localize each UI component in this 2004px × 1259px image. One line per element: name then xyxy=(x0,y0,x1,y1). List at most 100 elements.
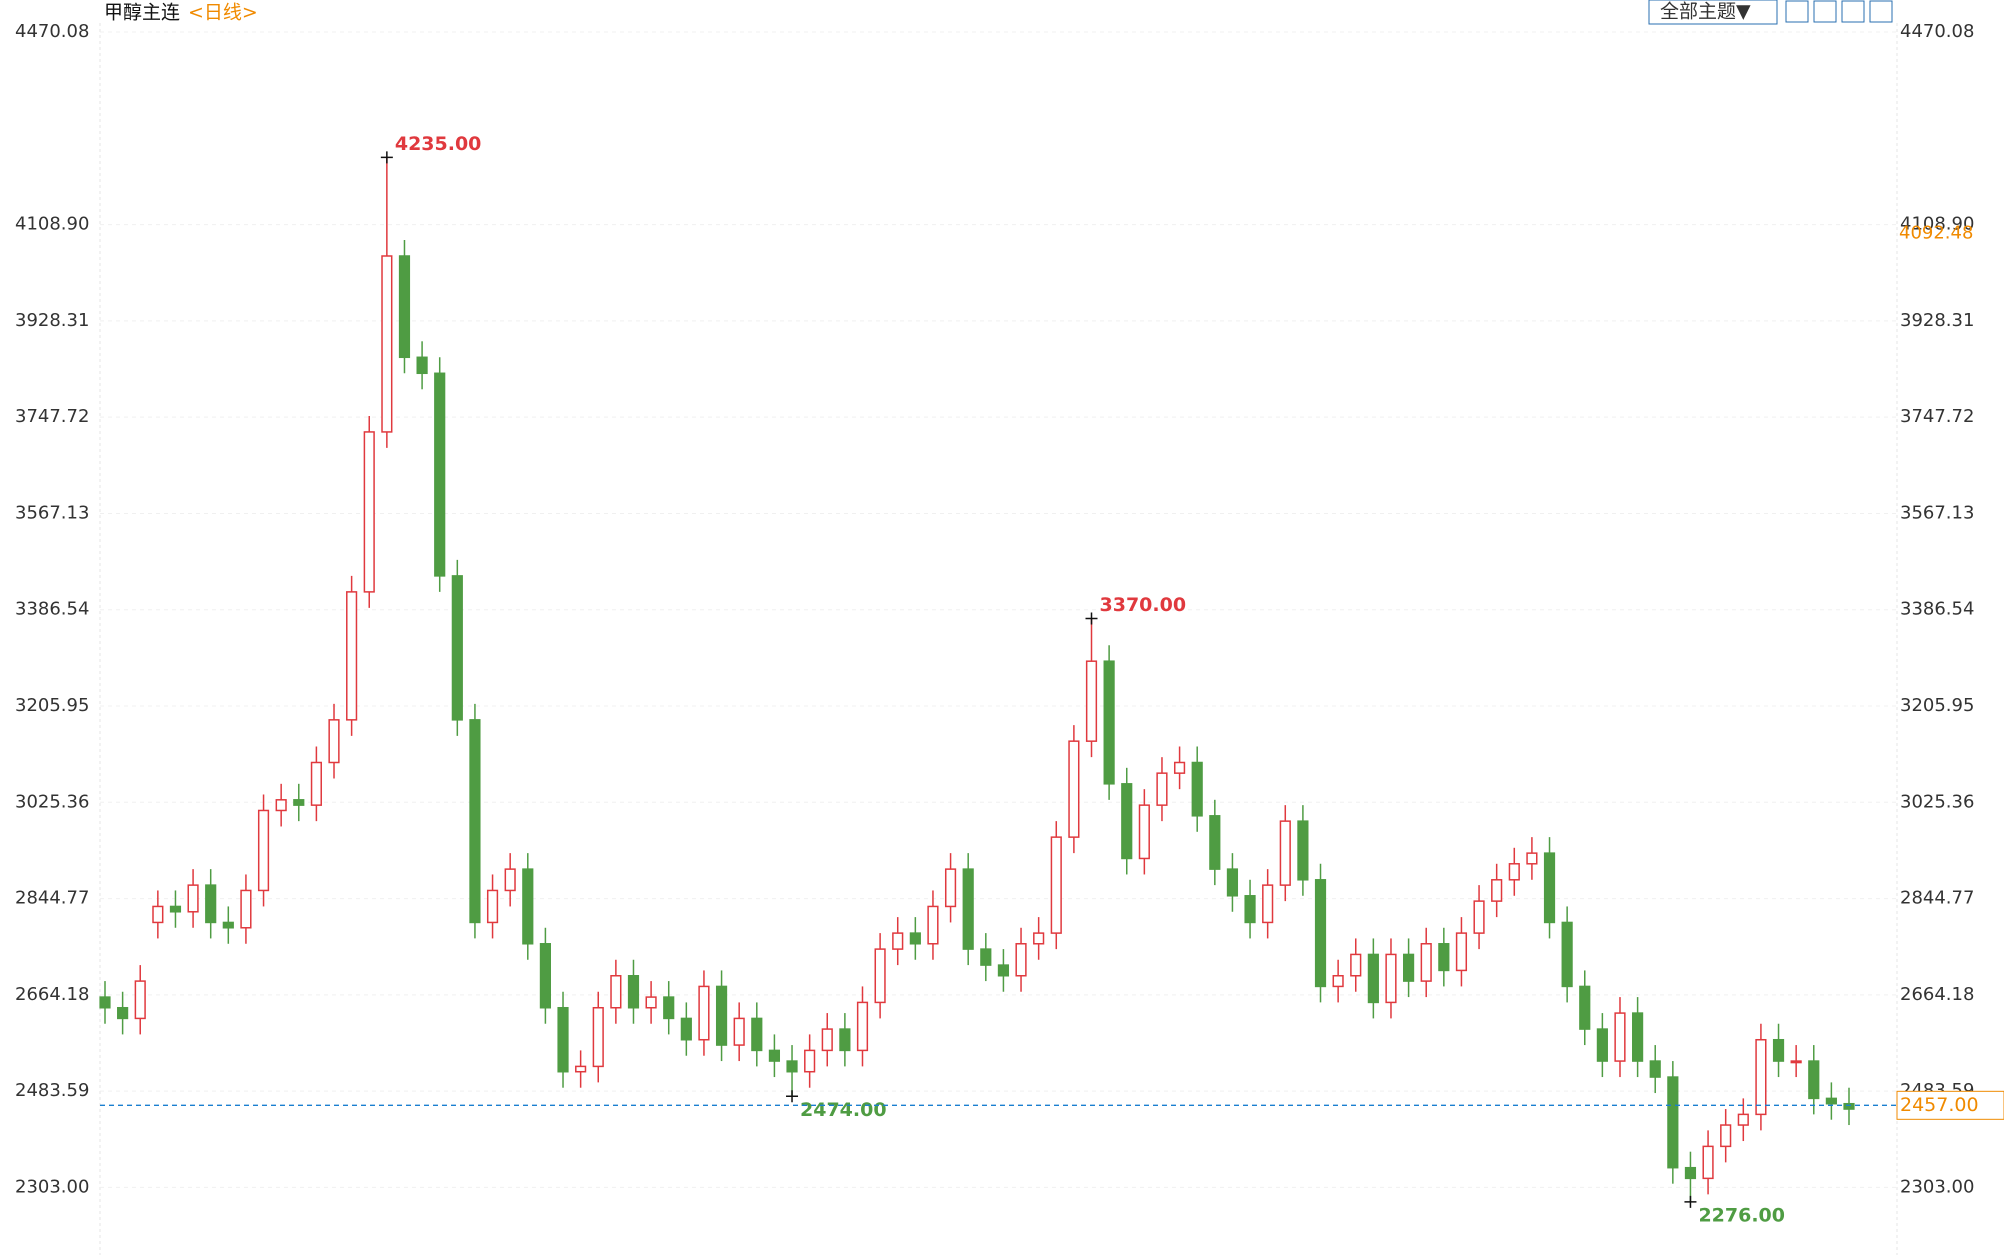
candle-body xyxy=(1068,740,1080,838)
candle-body xyxy=(909,932,921,945)
y2-tick-label: 2844.77 xyxy=(1900,888,1974,909)
extreme-marker xyxy=(1085,612,1098,625)
candle-body xyxy=(610,975,622,1009)
extreme-label: 2474.00 xyxy=(800,1099,887,1121)
y2-tick-label: 3205.95 xyxy=(1900,695,1974,716)
candle-body xyxy=(1279,820,1291,886)
candle-body xyxy=(627,975,640,1009)
candle-body xyxy=(575,1065,587,1073)
candle-body xyxy=(1755,1038,1767,1116)
candle-body xyxy=(1262,884,1274,924)
y-tick-label: 3205.95 xyxy=(15,695,89,716)
candle-body xyxy=(927,905,939,945)
candle-body xyxy=(293,799,305,806)
candle-body xyxy=(786,1060,798,1073)
candle-body xyxy=(363,431,375,593)
candle-body xyxy=(1420,943,1432,982)
candle-body xyxy=(1385,953,1397,1004)
extreme-label: 4235.00 xyxy=(395,133,482,155)
candle-body xyxy=(1632,1012,1644,1062)
y2-tick-label: 3386.54 xyxy=(1900,599,1974,620)
candle-body xyxy=(1579,985,1591,1030)
candle-body xyxy=(1596,1028,1608,1062)
candle-body xyxy=(99,996,111,1009)
candle-body xyxy=(962,868,974,950)
candle-body xyxy=(398,255,411,359)
extreme-marker xyxy=(1684,1195,1697,1208)
candle-body xyxy=(240,889,252,929)
candle-body xyxy=(1332,975,1344,988)
extreme-marker xyxy=(380,151,393,164)
candle-body xyxy=(1226,868,1239,897)
tool-button[interactable] xyxy=(1813,0,1837,23)
candle-body xyxy=(539,943,551,1009)
candle-body xyxy=(874,948,886,1004)
y-tick-label: 3567.13 xyxy=(15,502,89,523)
candle-body xyxy=(222,921,234,929)
last-price-label: 2457.00 xyxy=(1900,1094,1979,1116)
candle-body xyxy=(1121,783,1133,860)
candle-body xyxy=(680,1017,692,1041)
extreme-marker xyxy=(786,1090,799,1103)
candle-body xyxy=(310,761,322,806)
candle-body xyxy=(1543,852,1556,924)
candle-body xyxy=(1403,953,1415,982)
candle-body xyxy=(1808,1060,1820,1100)
candle-body xyxy=(768,1049,781,1062)
candle-body xyxy=(698,985,710,1041)
candle-body xyxy=(1720,1124,1732,1148)
candle-body xyxy=(257,809,270,892)
cursor-price-label: 4092.48 xyxy=(1899,222,1973,243)
y2-tick-label: 2664.18 xyxy=(1900,984,1974,1005)
candle-body xyxy=(117,1006,129,1020)
candle-body xyxy=(1561,921,1573,988)
candle-body xyxy=(275,799,287,812)
candle-body xyxy=(381,255,393,433)
candle-body xyxy=(1737,1113,1749,1126)
candle-body xyxy=(856,1001,869,1052)
toolbar xyxy=(1785,0,1893,23)
candle-body xyxy=(1438,943,1450,972)
y-tick-label: 2483.59 xyxy=(15,1080,89,1101)
candle-body xyxy=(1702,1145,1714,1180)
candle-body xyxy=(1191,761,1203,817)
last-price-box xyxy=(1896,1090,2004,1120)
y2-tick-label: 4470.08 xyxy=(1900,21,1974,42)
y2-tick-label: 3928.31 xyxy=(1900,310,1974,331)
candle-body xyxy=(1314,879,1327,988)
tool-button[interactable] xyxy=(1841,0,1865,23)
candle-body xyxy=(733,1017,745,1046)
candle-body xyxy=(1103,660,1115,785)
extreme-label: 2276.00 xyxy=(1698,1204,1785,1226)
y2-tick-label: 3747.72 xyxy=(1900,406,1974,427)
candle-body xyxy=(1843,1102,1855,1110)
extreme-label: 3370.00 xyxy=(1100,594,1187,616)
candle-body xyxy=(1667,1076,1679,1169)
candle-body xyxy=(839,1028,851,1052)
chart-subtitle[interactable]: <日线> xyxy=(188,2,258,24)
candle-body xyxy=(416,356,428,375)
candle-body xyxy=(1455,932,1468,972)
candle-body xyxy=(892,932,904,950)
candle-body xyxy=(663,996,675,1020)
candle-body xyxy=(1050,836,1062,934)
theme-button[interactable]: 全部主题▼ xyxy=(1660,1,1751,23)
tool-button[interactable] xyxy=(1869,0,1893,23)
candle-body xyxy=(1297,820,1309,881)
candle-body xyxy=(187,884,199,913)
theme-button-frame[interactable] xyxy=(1648,0,1778,25)
candle-body xyxy=(944,868,957,908)
y2-tick-label: 3567.13 xyxy=(1900,502,1974,523)
candle-body xyxy=(1491,879,1503,902)
candle-body xyxy=(328,719,340,764)
candle-body xyxy=(1173,761,1186,774)
y-tick-label: 3747.72 xyxy=(15,406,89,427)
candle-body xyxy=(1244,895,1256,924)
tool-button[interactable] xyxy=(1785,0,1809,23)
candle-body xyxy=(205,884,217,924)
candle-body xyxy=(645,996,657,1009)
y-tick-label: 3386.54 xyxy=(15,599,89,620)
candle-body xyxy=(592,1006,604,1068)
candle-body xyxy=(434,372,446,577)
candle-body xyxy=(1085,660,1098,742)
